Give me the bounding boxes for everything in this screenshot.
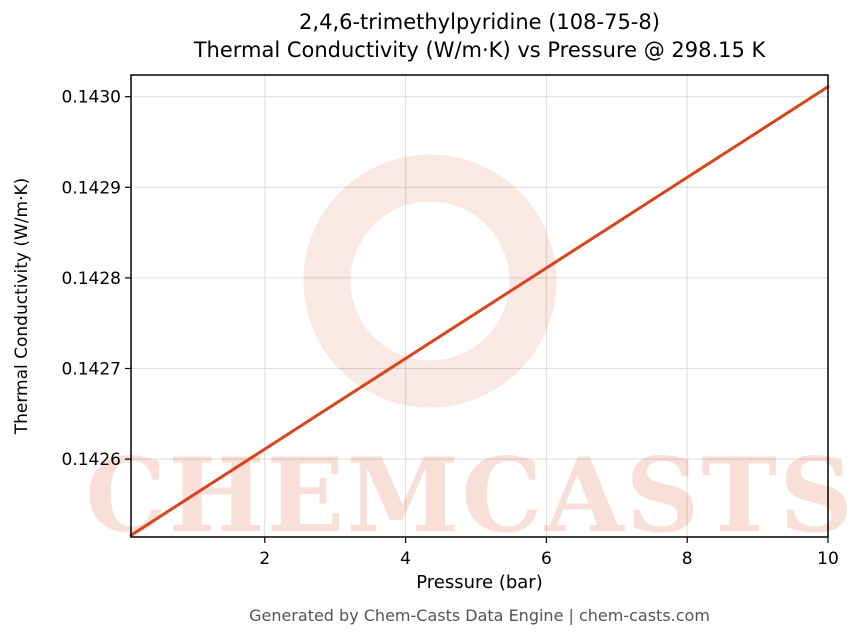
chart-title-line2: Thermal Conductivity (W/m·K) vs Pressure… xyxy=(193,38,766,62)
watermark-logo-icon xyxy=(303,154,557,408)
watermark-text: CHEMCASTS xyxy=(85,436,855,556)
x-axis-label: Pressure (bar) xyxy=(416,572,543,593)
data-line xyxy=(129,85,830,537)
x-tick-label: 4 xyxy=(400,549,411,569)
chart-title-line1: 2,4,6-trimethylpyridine (108-75-8) xyxy=(299,10,660,34)
y-tick-label: 0.1429 xyxy=(62,178,121,198)
plot-frame xyxy=(130,74,829,538)
y-tick-label: 0.1426 xyxy=(62,450,121,470)
x-tick-label: 6 xyxy=(541,549,552,569)
y-tick-label: 0.1427 xyxy=(62,360,121,380)
x-tick-label: 10 xyxy=(817,549,839,569)
y-tick-label: 0.1430 xyxy=(62,88,121,108)
x-tick-label: 2 xyxy=(259,549,270,569)
chart-title: 2,4,6-trimethylpyridine (108-75-8) Therm… xyxy=(131,8,828,64)
footer-caption: Generated by Chem-Casts Data Engine | ch… xyxy=(249,606,710,625)
y-tick-label: 0.1428 xyxy=(62,269,121,289)
x-tick-label: 8 xyxy=(682,549,693,569)
